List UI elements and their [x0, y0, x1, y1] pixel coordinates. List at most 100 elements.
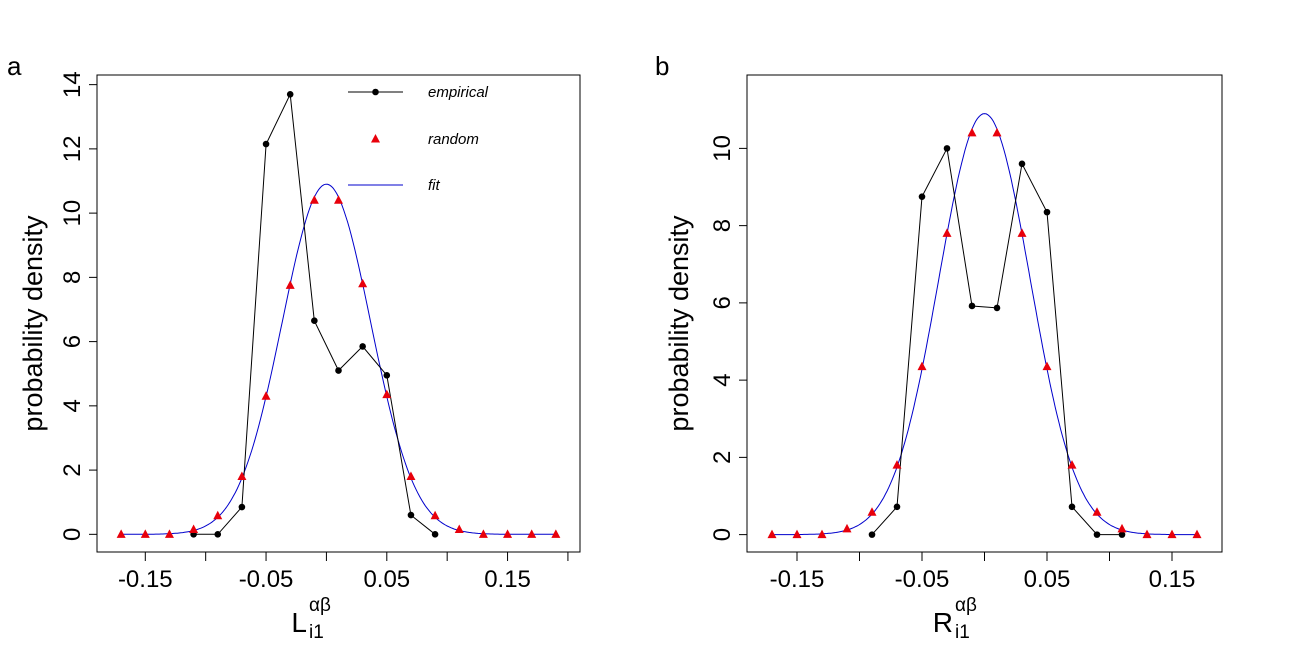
- empirical-point: [918, 193, 926, 200]
- random-point: [454, 524, 464, 534]
- fit-curve: [772, 113, 1197, 536]
- random-point: [334, 195, 343, 204]
- random-point: [503, 529, 513, 538]
- panel-b: b 0 2 4 6 8 10 -0.15 -0.05 0.05 0.15 probability de…: [655, 51, 1223, 643]
- random-point: [1117, 523, 1127, 533]
- x-axis-title-main: L: [291, 607, 307, 638]
- panel-label: a: [7, 51, 22, 81]
- y-tick-label: 14: [59, 71, 86, 98]
- random-point: [189, 524, 199, 534]
- empirical-point: [359, 343, 366, 350]
- random-point: [1167, 529, 1177, 539]
- x-tick-label: -0.15: [118, 566, 173, 593]
- empirical-point: [214, 531, 222, 538]
- random-point: [406, 471, 416, 481]
- x-axis-title-subscript: i1: [955, 622, 970, 643]
- x-tick-label: 0.05: [1024, 566, 1071, 593]
- empirical-point: [311, 317, 318, 325]
- empirical-point: [943, 145, 951, 152]
- random-point: [358, 278, 368, 288]
- empirical-point: [407, 511, 415, 519]
- random-point: [1017, 228, 1027, 237]
- random-point: [842, 523, 852, 533]
- empirical-point: [335, 367, 342, 374]
- random-point: [817, 529, 827, 539]
- plot-frame: [96, 74, 581, 553]
- x-axis-title-subscript: i1: [309, 622, 324, 643]
- y-tick-label: 0: [709, 528, 736, 541]
- random-point: [164, 529, 174, 538]
- random-point: [261, 391, 271, 400]
- y-tick-label: 10: [709, 135, 736, 162]
- y-tick-label: 8: [709, 219, 736, 232]
- random-point: [992, 127, 1002, 137]
- empirical-line: [193, 92, 436, 535]
- x-tick-label: -0.15: [770, 566, 825, 593]
- y-tick-label: 2: [59, 463, 86, 476]
- random-point: [792, 529, 802, 539]
- x-tick-label: -0.05: [239, 566, 294, 593]
- random-point: [551, 529, 561, 538]
- y-axis-title: probability density: [18, 215, 48, 432]
- random-point: [116, 529, 126, 538]
- plot-frame: [746, 74, 1223, 553]
- empirical-point: [1068, 503, 1076, 511]
- empirical-point: [968, 302, 976, 310]
- random-point: [1042, 361, 1052, 371]
- random-point: [767, 529, 777, 539]
- empirical-point: [262, 140, 270, 148]
- empirical-point: [893, 503, 901, 511]
- empirical-point: [1043, 208, 1051, 216]
- empirical-point: [383, 372, 391, 379]
- empirical-point: [1018, 160, 1026, 168]
- empirical-point: [868, 531, 876, 538]
- panel-label: b: [655, 51, 669, 81]
- random-point: [1092, 507, 1102, 516]
- random-point: [1192, 529, 1202, 539]
- y-tick-label: 4: [59, 399, 86, 412]
- random-point: [213, 510, 223, 520]
- y-tick-label: 2: [709, 451, 736, 464]
- legend: empirical random fit: [348, 84, 489, 194]
- legend-random-marker: [371, 134, 380, 143]
- y-tick-label: 10: [59, 200, 86, 227]
- x-axis-title-superscript: αβ: [309, 595, 331, 616]
- random-point: [867, 507, 877, 516]
- fit-curve: [121, 183, 556, 535]
- empirical-point: [431, 531, 439, 538]
- y-tick-label: 8: [59, 271, 86, 284]
- y-tick-label: 0: [59, 528, 86, 541]
- legend-label-empirical: empirical: [428, 84, 489, 101]
- y-axis-title: probability density: [664, 215, 694, 432]
- x-tick-label: 0.15: [1149, 566, 1196, 593]
- random-point: [917, 361, 927, 371]
- y-tick-label: 12: [59, 136, 86, 163]
- empirical-point: [1118, 531, 1126, 538]
- legend-empirical-marker: [372, 88, 379, 96]
- y-tick-label: 6: [59, 335, 86, 348]
- random-point: [309, 195, 319, 204]
- empirical-line: [871, 146, 1122, 536]
- random-point: [527, 529, 537, 538]
- y-tick-label: 4: [709, 373, 736, 386]
- legend-label-random: random: [428, 131, 479, 148]
- empirical-point: [1093, 531, 1101, 538]
- x-tick-label: -0.05: [895, 566, 950, 593]
- empirical-point: [286, 90, 294, 98]
- random-point: [942, 228, 952, 237]
- random-point: [892, 460, 902, 469]
- legend-label-fit: fit: [428, 177, 441, 194]
- random-point: [478, 529, 488, 538]
- x-tick-label: 0.15: [484, 566, 531, 593]
- empirical-point: [993, 304, 1001, 312]
- random-point: [285, 280, 295, 289]
- empirical-point: [238, 503, 246, 511]
- random-point: [967, 127, 977, 137]
- x-axis-title-main: R: [933, 607, 953, 638]
- panel-a: a 0 2 4 6 8 10 12 14 -0.15 -0.05 0.05 0.15 probabilit…: [7, 51, 581, 643]
- random-point: [237, 471, 247, 481]
- random-point: [430, 510, 440, 520]
- x-axis-title-superscript: αβ: [955, 595, 977, 616]
- random-point: [140, 529, 150, 538]
